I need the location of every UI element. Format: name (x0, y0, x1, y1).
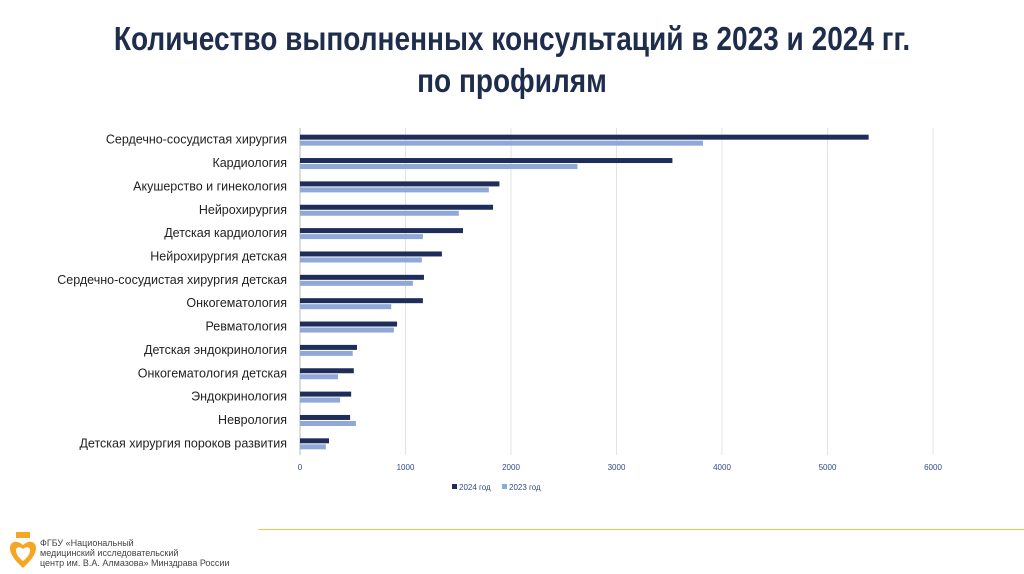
bar-2024 (300, 228, 463, 234)
category-label: Онкогематология (186, 296, 287, 310)
bar-2024 (300, 274, 424, 280)
bar-2023 (300, 164, 578, 170)
bar-2023 (300, 374, 338, 380)
organization-name: ФГБУ «Национальный медицинский исследова… (40, 538, 230, 568)
bar-2024 (300, 158, 673, 164)
bar-2023 (300, 187, 489, 193)
bar-chart: 0 1000 2000 3000 4000 5000 6000 Сердечно-сосуди… (57, 128, 942, 492)
bar-2024 (300, 414, 351, 420)
category-label: Эндокринология (191, 390, 287, 404)
bar-2023 (300, 420, 356, 426)
category-label: Детская эндокринология (144, 343, 287, 357)
bar-2023 (300, 444, 326, 450)
bar-2024 (300, 251, 442, 257)
bar-2023 (300, 140, 704, 146)
category-label: Акушерство и гинекология (133, 179, 287, 193)
chart-title: Количество выполненных консультаций в 20… (77, 18, 947, 102)
category-label: Нейрохирургия (199, 203, 287, 217)
category-label: Детская кардиология (164, 226, 287, 240)
bar-2024 (300, 438, 330, 444)
category-label: Ревматология (206, 320, 287, 334)
x-tick-label: 2000 (502, 463, 520, 472)
title-line-1: Количество выполненных консультаций в 20… (113, 20, 911, 57)
legend-swatch (502, 484, 507, 489)
legend-swatch (452, 484, 457, 489)
bar-2024 (300, 368, 354, 374)
category-label: Неврология (218, 413, 287, 427)
bar-2024 (300, 321, 398, 327)
category-label: Детская хирургия пороков развития (79, 436, 287, 450)
category-label: Сердечно-сосудистая хирургия детская (57, 273, 287, 287)
x-tick-label: 1000 (397, 463, 415, 472)
bar-2024 (300, 204, 494, 210)
bar-2023 (300, 304, 392, 310)
bar-2023 (300, 397, 341, 403)
bar-2024 (300, 391, 352, 397)
org-line: ФГБУ «Национальный (40, 538, 134, 548)
x-tick-label: 4000 (713, 463, 731, 472)
category-label: Кардиология (212, 156, 287, 170)
bar-2024 (300, 298, 423, 304)
bar-2023 (300, 234, 423, 240)
bar-2023 (300, 350, 353, 356)
category-label: Нейрохирургия детская (150, 249, 287, 263)
x-tick-label: 0 (298, 463, 303, 472)
x-tick-label: 3000 (608, 463, 626, 472)
bar-2023 (300, 327, 394, 333)
bar-2024 (300, 134, 869, 140)
category-label: Сердечно-сосудистая хирургия (106, 133, 287, 147)
bar-2023 (300, 257, 422, 263)
x-tick-label: 6000 (924, 463, 942, 472)
bar-2023 (300, 280, 413, 286)
org-line: медицинский исследовательский (40, 548, 179, 558)
category-label: Онкогематология детская (138, 366, 287, 380)
bar-2023 (300, 210, 459, 216)
almazov-logo-icon (10, 532, 36, 568)
bar-2024 (300, 344, 357, 350)
org-line: центр им. В.А. Алмазова» Минздрава Росси… (40, 558, 230, 568)
legend-label: 2024 год (459, 483, 491, 492)
legend-label: 2023 год (509, 483, 541, 492)
footer-divider (258, 529, 1024, 530)
title-line-2: по профилям (417, 62, 607, 99)
bar-2024 (300, 181, 500, 187)
x-tick-label: 5000 (819, 463, 837, 472)
